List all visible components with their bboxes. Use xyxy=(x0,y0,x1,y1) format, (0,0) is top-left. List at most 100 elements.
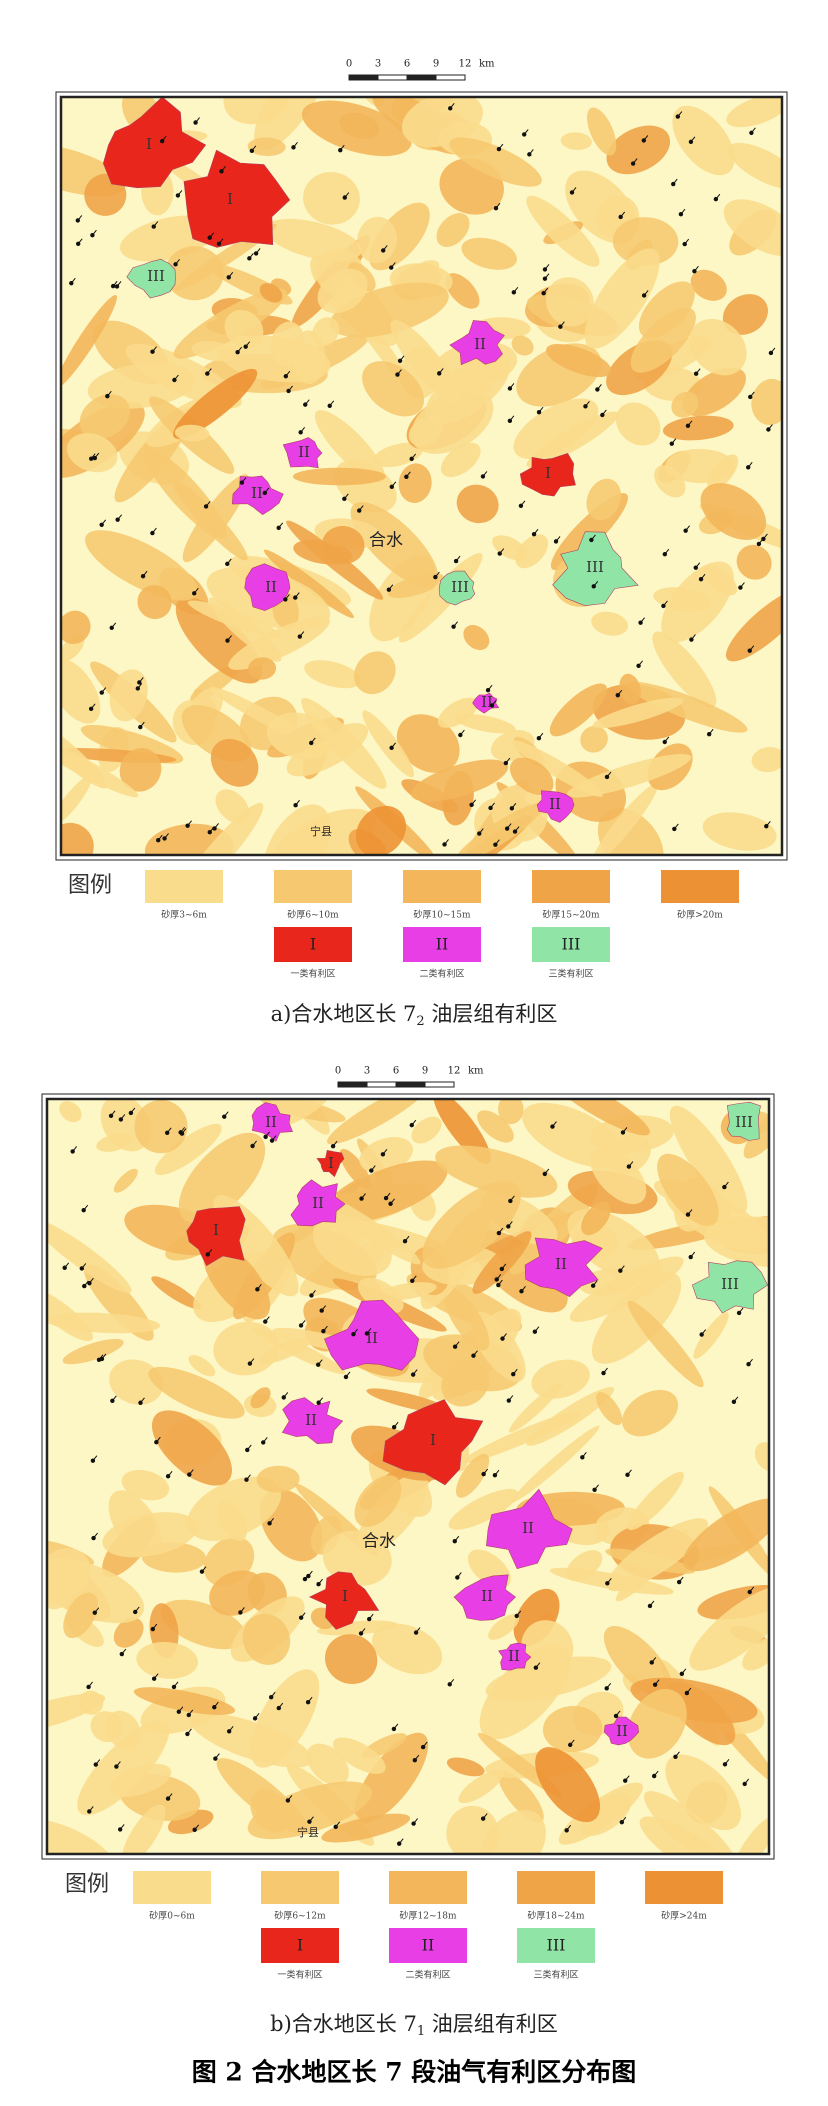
place-name: 宁县 xyxy=(297,1825,319,1839)
well-tick xyxy=(744,1778,750,1785)
favorable-zone xyxy=(316,1149,345,1178)
sand-body xyxy=(61,822,94,855)
well-tick xyxy=(511,802,517,809)
zone-label: II xyxy=(265,1113,277,1131)
sand-body xyxy=(437,697,478,728)
zone-label: II xyxy=(366,1329,378,1347)
place-name: 合水 xyxy=(362,1532,396,1552)
well-tick xyxy=(95,1759,101,1765)
sand-body xyxy=(180,802,264,855)
sand-body xyxy=(324,1634,378,1685)
well-tick xyxy=(223,1111,229,1118)
sand-body xyxy=(263,549,355,619)
sand-body xyxy=(723,199,782,257)
caption: a)合水地区长 72 油层组有利区 xyxy=(271,1002,558,1029)
favorable-zone xyxy=(438,570,476,606)
well-tick xyxy=(218,238,224,245)
well-tick xyxy=(649,1600,655,1607)
well-tick xyxy=(307,1570,313,1577)
caption-subscript: 2 xyxy=(416,1014,424,1029)
well-tick xyxy=(270,1691,276,1698)
well-tick xyxy=(391,742,397,749)
legend-numeral: I xyxy=(297,1936,303,1955)
well-tick xyxy=(594,1484,599,1491)
legend-swatch xyxy=(274,927,352,962)
well-tick xyxy=(205,501,211,507)
well-tick xyxy=(300,1612,306,1619)
sand-body xyxy=(654,465,686,498)
well-tick xyxy=(671,438,677,444)
well-tick xyxy=(152,1623,158,1630)
sand-body xyxy=(689,1585,769,1671)
sand-body xyxy=(250,1387,271,1409)
well-tick xyxy=(606,1683,612,1689)
legend-label: 一类有利区 xyxy=(277,1969,322,1981)
sand-body xyxy=(247,1781,373,1840)
sand-body xyxy=(350,502,439,588)
legend-label: 砂厚12~18m xyxy=(400,1910,457,1922)
well-tick xyxy=(538,732,544,739)
sand-body xyxy=(47,1818,117,1854)
well-tick xyxy=(747,461,753,468)
sand-body xyxy=(702,812,777,851)
well-tick xyxy=(675,1751,680,1758)
map-frame xyxy=(59,95,784,857)
well-tick xyxy=(523,129,529,135)
well-tick xyxy=(664,548,670,555)
legend-numeral: II xyxy=(422,1936,435,1955)
favorable-zone xyxy=(382,1399,484,1486)
sand-body xyxy=(592,697,684,729)
scale-segment xyxy=(377,74,408,81)
well-tick xyxy=(555,536,561,542)
well-tick xyxy=(339,144,345,151)
sand-body xyxy=(566,1550,603,1582)
sand-body xyxy=(587,107,617,156)
well-tick xyxy=(251,145,257,152)
well-tick xyxy=(415,1627,421,1633)
sand-body xyxy=(62,1338,124,1365)
caption-prefix: b)合水地区长 7 xyxy=(270,2012,417,2036)
well-tick xyxy=(738,1307,744,1314)
sand-body xyxy=(683,1498,769,1572)
well-tick xyxy=(385,1192,391,1199)
sand-body xyxy=(463,624,490,651)
well-tick xyxy=(640,617,645,623)
well-tick xyxy=(252,1140,257,1147)
sand-body xyxy=(498,1770,544,1823)
well-tick xyxy=(482,471,488,477)
sand-body xyxy=(596,1392,623,1426)
well-tick xyxy=(499,548,505,554)
well-tick xyxy=(708,728,714,735)
well-tick xyxy=(388,584,394,591)
favorable-zone xyxy=(186,1206,246,1267)
well-tick xyxy=(596,384,602,390)
sand-body xyxy=(619,673,641,705)
well-tick xyxy=(112,280,118,287)
sand-body xyxy=(436,212,470,247)
sand-body xyxy=(85,530,198,601)
well-tick xyxy=(213,1701,219,1708)
well-tick xyxy=(505,757,511,764)
well-tick xyxy=(478,828,484,834)
sand-body xyxy=(662,415,734,441)
sand-body xyxy=(458,1770,504,1804)
zone-label: II xyxy=(508,1647,520,1665)
well-tick xyxy=(544,264,550,270)
sand-body xyxy=(151,1410,233,1486)
favorable-zone xyxy=(231,475,284,515)
well-tick xyxy=(318,1578,323,1585)
zone-label: II xyxy=(555,1255,567,1273)
well-tick xyxy=(397,369,402,375)
well-tick xyxy=(695,562,701,568)
sand-body xyxy=(354,1732,429,1823)
well-tick xyxy=(632,158,638,164)
scale-segment xyxy=(348,74,379,81)
well-tick xyxy=(309,1816,314,1822)
well-tick xyxy=(254,1713,260,1719)
legend-swatch xyxy=(532,927,610,962)
legend-swatch xyxy=(661,870,739,903)
favorable-zone xyxy=(691,1260,768,1314)
favorable-zone xyxy=(449,320,505,366)
well-tick xyxy=(673,823,679,830)
sand-body xyxy=(477,1110,514,1143)
